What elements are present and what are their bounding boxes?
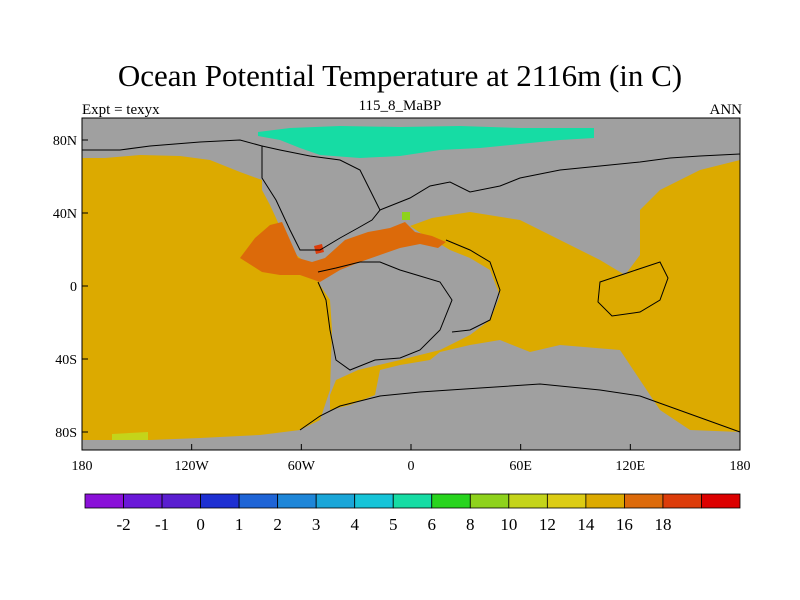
- colorbar-label: -2: [116, 515, 130, 534]
- colorbar-label: 6: [428, 515, 437, 534]
- coastline-north-america: [82, 139, 381, 251]
- x-tick-label: 120E: [616, 459, 646, 474]
- colorbar-swatch: [84, 493, 124, 509]
- colorbar-label: 3: [312, 515, 321, 534]
- colorbar-swatch: [701, 493, 741, 509]
- colorbar-swatch: [431, 493, 471, 509]
- experiment-label: Expt = texyx: [82, 102, 160, 118]
- colorbar-label: 16: [616, 515, 633, 534]
- colorbar-swatch: [624, 493, 664, 509]
- colorbar-label: 18: [654, 515, 671, 534]
- colorbar-swatch: [392, 493, 433, 509]
- x-tick-label: 120W: [175, 459, 210, 474]
- tethys-warm-water: [240, 222, 446, 282]
- colorbar-label: 12: [539, 515, 556, 534]
- x-tick-label: 180: [730, 459, 751, 474]
- map-body: [81, 117, 741, 451]
- x-tick-label: 60E: [509, 459, 532, 474]
- colorbar-swatch: [277, 493, 317, 509]
- colorbar-swatch: [469, 493, 510, 509]
- season-label: ANN: [709, 102, 743, 118]
- y-tick-label: 40N: [53, 207, 77, 222]
- colorbar-swatch: [546, 493, 587, 509]
- period-label: 115_8_MaBP: [358, 98, 442, 114]
- small-green-patch: [402, 212, 410, 220]
- colorbar-label: 2: [273, 515, 282, 534]
- colorbar-label: 14: [577, 515, 595, 534]
- colorbar-label: 5: [389, 515, 398, 534]
- tethys-hot-spot: [314, 244, 324, 254]
- colorbar-swatch: [161, 493, 201, 509]
- y-tick-label: 80N: [53, 134, 77, 149]
- south-pacific-patch: [112, 432, 148, 440]
- colorbar-label: 1: [235, 515, 244, 534]
- map-title: Ocean Potential Temperature at 2116m (in…: [117, 58, 683, 93]
- x-tick-label: 0: [408, 459, 415, 474]
- colorbar-label: 8: [466, 515, 475, 534]
- colorbar: -2 -1 0 1 2 3 4 5 6 8 10 12 14 16 18: [84, 493, 741, 534]
- x-tick-label: 180: [72, 459, 93, 474]
- coastline-africa: [445, 239, 501, 333]
- colorbar-label: 10: [500, 515, 517, 534]
- coastline-australia: [597, 261, 669, 317]
- colorbar-label: 0: [196, 515, 205, 534]
- colorbar-swatch: [354, 493, 394, 509]
- colorbar-swatch: [315, 493, 356, 509]
- colorbar-swatch: [508, 493, 548, 509]
- colorbar-swatch: [123, 493, 163, 509]
- x-tick-label: 60W: [288, 459, 316, 474]
- coastlines: [82, 139, 741, 433]
- colorbar-swatch: [200, 493, 240, 509]
- axes-ticks: 180 120W 60W 0 60E 120E 180 80N 40N 0 40S 80S: [53, 134, 751, 474]
- indian-ocean-region: [330, 160, 740, 432]
- colorbar-label: 4: [350, 515, 359, 534]
- colorbar-swatch: [585, 493, 625, 509]
- coastline-south-america: [317, 261, 453, 371]
- coastline-antarctica: [299, 383, 741, 433]
- colorbar-swatch: [238, 493, 279, 509]
- arctic-cold-water: [258, 126, 594, 158]
- coastline-eurasia: [379, 153, 741, 211]
- y-tick-label: 40S: [55, 353, 77, 368]
- y-tick-label: 0: [70, 280, 77, 295]
- colorbar-label: -1: [155, 515, 169, 534]
- y-tick-label: 80S: [55, 426, 77, 441]
- colorbar-swatch: [662, 493, 702, 509]
